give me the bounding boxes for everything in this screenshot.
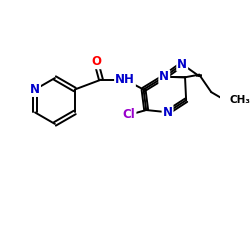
Text: O: O xyxy=(91,55,101,68)
Text: N: N xyxy=(159,70,169,83)
Text: N: N xyxy=(30,83,40,96)
Text: N: N xyxy=(162,106,172,119)
Text: CH₃: CH₃ xyxy=(229,96,250,106)
Text: N: N xyxy=(177,58,187,71)
Text: NH: NH xyxy=(115,73,135,86)
Text: Cl: Cl xyxy=(123,108,136,121)
